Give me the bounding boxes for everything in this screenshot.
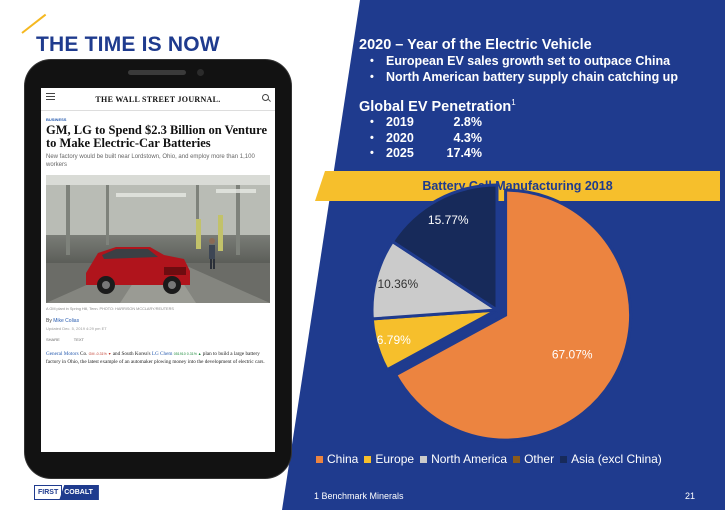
legend-swatch bbox=[316, 455, 323, 463]
penetration-list: 2019 2.8% 2020 4.3% 2025 17.4% bbox=[366, 115, 482, 162]
wsj-header: THE WALL STREET JOURNAL. bbox=[41, 88, 275, 111]
body-text: Co. bbox=[78, 351, 88, 357]
ticker-gm[interactable]: GM -0.31% ▼ bbox=[88, 352, 112, 356]
article: BUSINESS GM, LG to Spend $2.3 Billion on… bbox=[41, 111, 275, 366]
wsj-masthead[interactable]: THE WALL STREET JOURNAL. bbox=[95, 94, 221, 104]
share-button[interactable]: SHARE bbox=[46, 337, 60, 342]
legend-item: North America bbox=[420, 452, 507, 466]
body-text: and South Korea's bbox=[111, 351, 152, 357]
article-byline: By Mike Colias bbox=[46, 318, 270, 324]
body-text: plan to build a large battery factory in… bbox=[46, 351, 265, 365]
legend-swatch bbox=[364, 455, 372, 463]
legend-label: North America bbox=[431, 452, 508, 466]
pie-slice-asia-excl-china bbox=[390, 183, 499, 313]
penetration-title: Global EV Penetration1 bbox=[359, 98, 516, 115]
legend-swatch bbox=[560, 455, 568, 463]
hamburger-menu-icon[interactable] bbox=[46, 93, 55, 102]
chart-legend: China Europe North America Other Asia (excl … bbox=[316, 452, 662, 466]
penetration-value: 2.8% bbox=[453, 115, 483, 129]
article-body: General Motors Co. GM -0.31% ▼ and South… bbox=[46, 350, 270, 366]
text-size-button[interactable]: TEXT bbox=[73, 337, 85, 342]
legend-swatch bbox=[420, 455, 428, 463]
legend-item: Asia (excl China) bbox=[560, 452, 662, 466]
penetration-year: 2019 bbox=[386, 115, 414, 129]
footnote: 1 Benchmark Minerals bbox=[314, 491, 404, 501]
article-updated: Updated Dec. 5, 2019 4:29 pm ET bbox=[46, 326, 107, 331]
legend-item: Other bbox=[513, 452, 554, 466]
ev-year-bullet: European EV sales growth set to outpace … bbox=[366, 54, 678, 70]
photo-caption: A GM plant in Spring Hill, Tenn. PHOTO: … bbox=[46, 307, 174, 311]
company-link-gm[interactable]: General Motors bbox=[46, 351, 79, 357]
pie-data-label: 67.07% bbox=[552, 348, 593, 362]
slide-title: THE TIME IS NOW bbox=[36, 33, 220, 56]
article-photo bbox=[46, 175, 270, 303]
article-headline: GM, LG to Spend $2.3 Billion on Venture … bbox=[46, 123, 267, 150]
ticker-lgchem[interactable]: 051910 0.31% ▲ bbox=[173, 352, 202, 356]
byline-prefix: By bbox=[46, 318, 52, 324]
company-link-lgchem[interactable]: LG Chem bbox=[151, 351, 173, 357]
penetration-row: 2019 2.8% bbox=[366, 115, 482, 131]
penetration-value: 17.4% bbox=[446, 146, 482, 160]
author-link[interactable]: Mike Colias bbox=[53, 318, 80, 324]
legend-item: China bbox=[316, 452, 358, 466]
phone-screen: THE WALL STREET JOURNAL. BUSINESS GM, LG… bbox=[41, 88, 275, 452]
legend-label: China bbox=[327, 452, 359, 466]
penetration-title-text: Global EV Penetration bbox=[359, 98, 512, 115]
pie-slice-north-america bbox=[370, 239, 502, 321]
factory-car-illustration bbox=[46, 175, 270, 303]
penetration-year: 2020 bbox=[386, 130, 414, 145]
ev-year-bullet: North American battery supply chain catc… bbox=[366, 70, 678, 86]
penetration-year: 2025 bbox=[386, 146, 414, 160]
legend-swatch bbox=[513, 455, 521, 463]
pie-data-label: 10.36% bbox=[377, 277, 418, 291]
penetration-footnote-marker: 1 bbox=[511, 98, 516, 107]
pie-data-label: 6.79% bbox=[377, 333, 411, 347]
article-tools: SHARE TEXT bbox=[46, 337, 270, 342]
penetration-row: 2020 4.3% bbox=[366, 131, 482, 147]
logo-cobalt: COBALT bbox=[59, 485, 99, 500]
page-number: 21 bbox=[684, 491, 695, 501]
ev-year-bullets: European EV sales growth set to outpace … bbox=[366, 54, 678, 85]
pie-slice-china bbox=[393, 188, 633, 442]
legend-label: Asia (excl China) bbox=[571, 452, 662, 466]
first-cobalt-logo: FIRST COBALT bbox=[34, 485, 99, 500]
ev-year-title: 2020 – Year of the Electric Vehicle bbox=[359, 37, 592, 53]
penetration-value: 4.3% bbox=[453, 130, 483, 145]
logo-first: FIRST bbox=[34, 485, 63, 500]
legend-label: Other bbox=[524, 452, 555, 466]
phone-mockup: THE WALL STREET JOURNAL. BUSINESS GM, LG… bbox=[25, 60, 291, 478]
legend-item: Europe bbox=[364, 452, 414, 466]
phone-camera bbox=[197, 69, 204, 76]
phone-speaker bbox=[128, 70, 186, 75]
penetration-row: 2025 17.4% bbox=[366, 146, 482, 162]
article-section[interactable]: BUSINESS bbox=[46, 117, 67, 122]
search-icon[interactable] bbox=[262, 94, 269, 101]
pie-data-label: 15.77% bbox=[428, 213, 469, 227]
legend-label: Europe bbox=[375, 452, 415, 466]
article-dek: New factory would be built near Lordstow… bbox=[46, 154, 255, 168]
